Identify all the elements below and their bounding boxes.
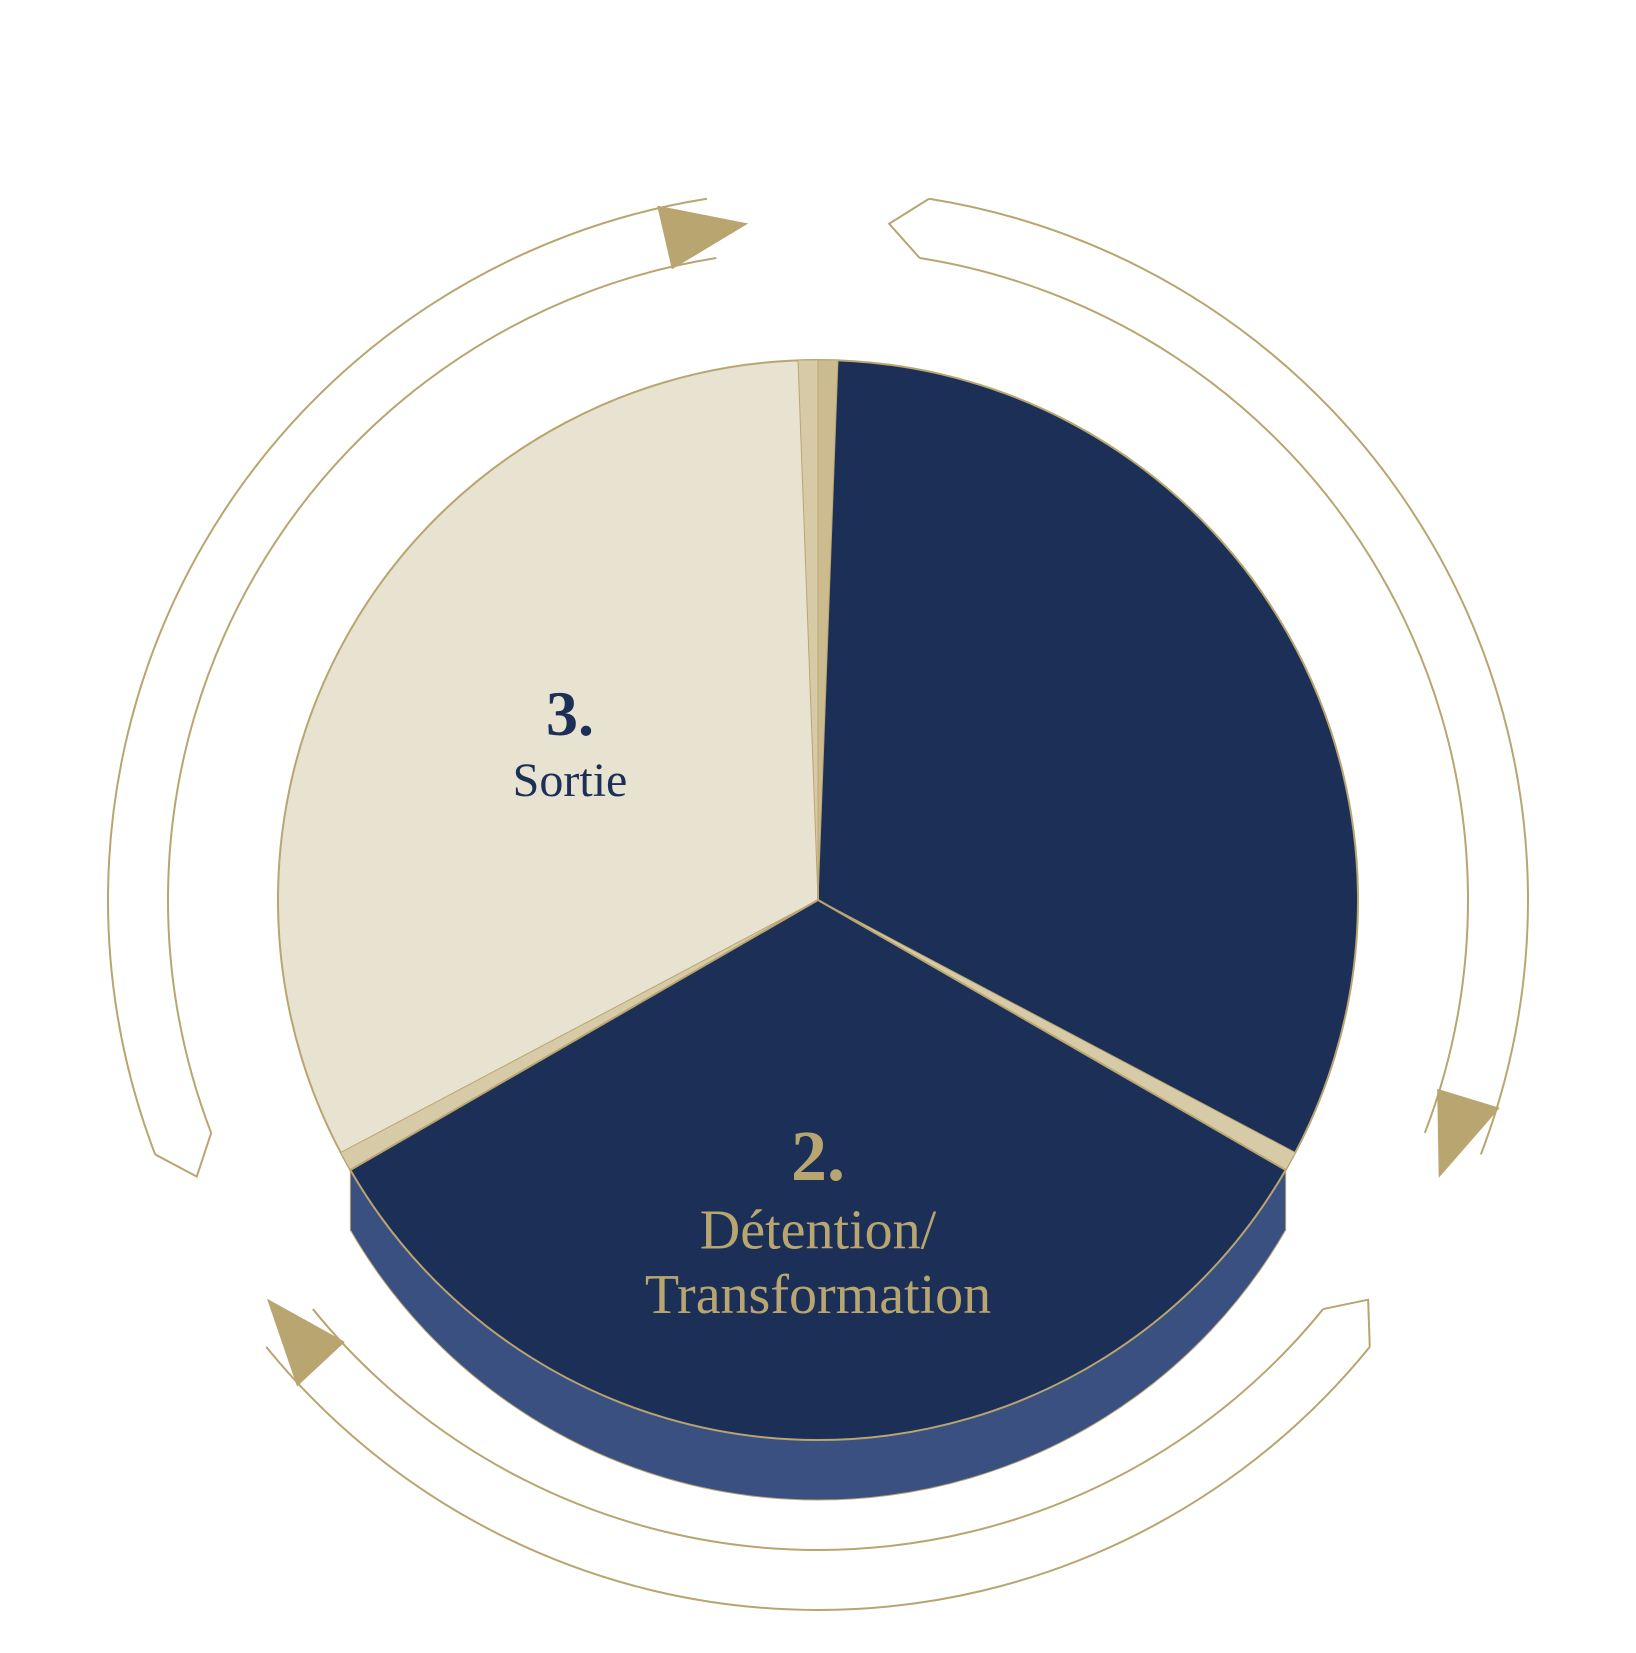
segment-detention-number: 2.: [791, 1116, 845, 1196]
segment-investissement-label-line-0: Investissement: [922, 754, 1208, 807]
segment-detention-label-line-1: Transformation: [645, 1264, 991, 1326]
segment-sortie-number: 3.: [546, 678, 594, 749]
cycle-diagram: 1.Investissement 2.Détention/Transformati…: [0, 0, 1636, 1653]
segment-investissement-number: 1.: [1041, 678, 1089, 749]
segment-detention-label-line-0: Détention/: [700, 1199, 937, 1261]
segment-sortie-label-line-0: Sortie: [513, 754, 628, 807]
